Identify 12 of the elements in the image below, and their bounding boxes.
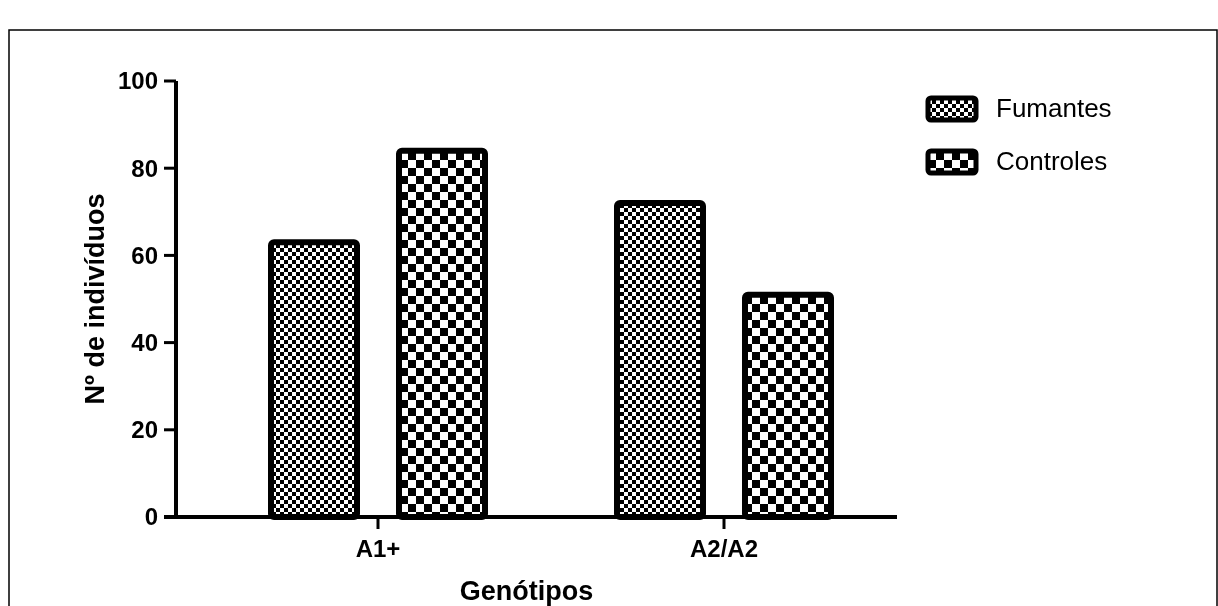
- x-tick-label: A2/A2: [689, 535, 759, 562]
- legend-label: Controles: [996, 146, 1108, 177]
- y-tick-label: 80: [131, 154, 158, 182]
- legend-label: Fumantes: [996, 93, 1112, 124]
- x-tick-label: A1+: [355, 535, 401, 562]
- y-tick-label: 40: [131, 329, 158, 356]
- x-axis-title: Genótipos: [459, 576, 594, 606]
- y-tick-label: 0: [144, 503, 158, 531]
- y-tick-label: 20: [131, 416, 158, 444]
- y-tick-label: 60: [131, 241, 158, 269]
- y-axis-title: Nº de indivíduos: [80, 193, 110, 405]
- y-tick-label: 100: [117, 67, 158, 95]
